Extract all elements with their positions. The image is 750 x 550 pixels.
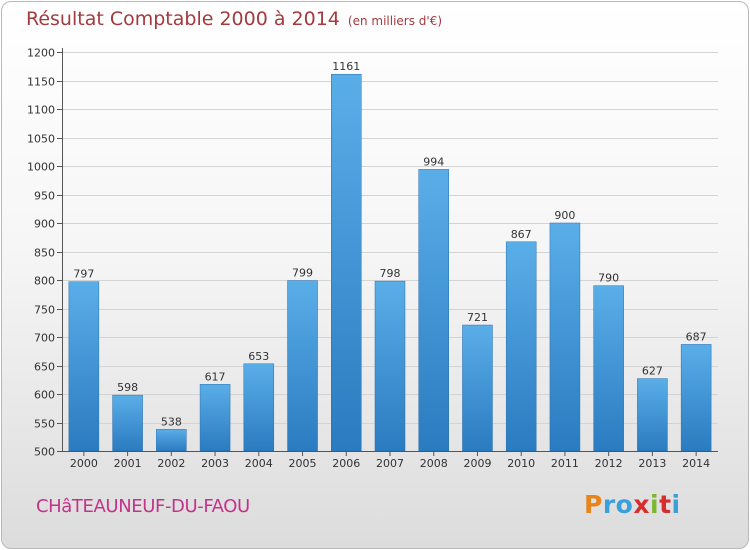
x-tick-label: 2007 bbox=[376, 457, 404, 470]
bar-value-label: 687 bbox=[686, 330, 707, 343]
y-tick-label: 700 bbox=[34, 332, 55, 345]
y-tick-label: 600 bbox=[34, 389, 55, 402]
x-tick-label: 2002 bbox=[157, 457, 185, 470]
bar-2012 bbox=[593, 285, 624, 452]
y-tick-label: 750 bbox=[34, 304, 55, 317]
bar-value-label: 598 bbox=[117, 381, 138, 394]
bar-value-label: 797 bbox=[73, 268, 94, 281]
logo-letter: x bbox=[633, 490, 650, 519]
x-tick-label: 2001 bbox=[114, 457, 142, 470]
x-tick-label: 2011 bbox=[551, 457, 579, 470]
logo-letter: t bbox=[659, 490, 672, 519]
bar-2011 bbox=[549, 222, 581, 452]
chart-title: Résultat Comptable 2000 à 2014 bbox=[26, 8, 340, 30]
bar-value-label: 538 bbox=[161, 415, 182, 428]
chart-title-block: Résultat Comptable 2000 à 2014 (en millie… bbox=[26, 8, 442, 30]
y-tick-label: 1150 bbox=[27, 76, 55, 89]
y-tick-label: 1050 bbox=[27, 133, 55, 146]
bar-2007 bbox=[374, 280, 406, 452]
bar-value-label: 617 bbox=[205, 370, 226, 383]
bar-value-label: 867 bbox=[511, 228, 532, 241]
bar-value-label: 1161 bbox=[332, 60, 360, 73]
bar-value-label: 721 bbox=[467, 311, 488, 324]
bar-2004 bbox=[243, 363, 275, 452]
bar-2009 bbox=[462, 324, 493, 452]
x-axis: 2000 2001 2002 2003 2004 2005 2006 2007 2008 2009… bbox=[62, 451, 718, 470]
y-tick-label: 850 bbox=[34, 247, 55, 260]
bar-2003 bbox=[199, 384, 231, 452]
bar-2000 bbox=[68, 281, 100, 452]
bar-value-label: 798 bbox=[380, 267, 401, 280]
proxiti-logo: Proxiti bbox=[584, 490, 681, 519]
bar-value-label: 790 bbox=[598, 272, 619, 285]
x-tick-label: 2006 bbox=[332, 457, 360, 470]
bar-value-label: 653 bbox=[248, 350, 269, 363]
x-tick-label: 2013 bbox=[638, 457, 666, 470]
y-axis: 500 550 600 650 700 750 800 850 900 950 1000 1050 11… bbox=[27, 47, 63, 459]
bar-2001 bbox=[112, 394, 143, 452]
x-tick-label: 2010 bbox=[507, 457, 535, 470]
logo-letter: r bbox=[602, 490, 616, 519]
y-tick-label: 900 bbox=[34, 218, 55, 231]
y-tick-label: 650 bbox=[34, 361, 55, 374]
y-tick-label: 550 bbox=[34, 418, 55, 431]
y-tick-label: 950 bbox=[34, 190, 55, 203]
x-tick-label: 2003 bbox=[201, 457, 229, 470]
bar-value-label: 627 bbox=[642, 365, 663, 378]
y-tick-label: 800 bbox=[34, 275, 55, 288]
x-tick-label: 2004 bbox=[245, 457, 273, 470]
chart-unit: (en milliers d'€) bbox=[347, 14, 443, 28]
commune-name: CHâTEAUNEUF-DU-FAOU bbox=[36, 496, 250, 517]
bar-2005 bbox=[287, 280, 318, 452]
logo-letter: P bbox=[584, 490, 603, 519]
bar-2008 bbox=[418, 169, 449, 452]
bar-2010 bbox=[505, 241, 537, 452]
bar-2013 bbox=[637, 378, 668, 452]
x-tick-label: 2009 bbox=[463, 457, 491, 470]
bars bbox=[68, 73, 712, 452]
data-labels: 797 598 538 617 653 799 1161 798 994 721 867 900 790… bbox=[73, 60, 706, 428]
y-tick-label: 500 bbox=[34, 446, 55, 459]
x-tick-label: 2000 bbox=[70, 457, 98, 470]
y-tick-label: 1200 bbox=[27, 47, 55, 60]
x-tick-label: 2014 bbox=[682, 457, 710, 470]
bar-value-label: 994 bbox=[423, 155, 444, 168]
x-tick-label: 2008 bbox=[420, 457, 448, 470]
y-tick-label: 1100 bbox=[27, 104, 55, 117]
x-tick-label: 2012 bbox=[595, 457, 623, 470]
bar-2014 bbox=[680, 344, 712, 452]
logo-letter: i bbox=[671, 490, 681, 519]
x-tick-label: 2005 bbox=[289, 457, 317, 470]
bar-2006 bbox=[331, 73, 362, 452]
logo-letter: i bbox=[650, 490, 660, 519]
bar-value-label: 900 bbox=[554, 209, 575, 222]
bar-value-label: 799 bbox=[292, 267, 313, 280]
y-tick-label: 1000 bbox=[27, 161, 55, 174]
bar-2002 bbox=[156, 429, 187, 452]
logo-letter: o bbox=[615, 490, 634, 519]
